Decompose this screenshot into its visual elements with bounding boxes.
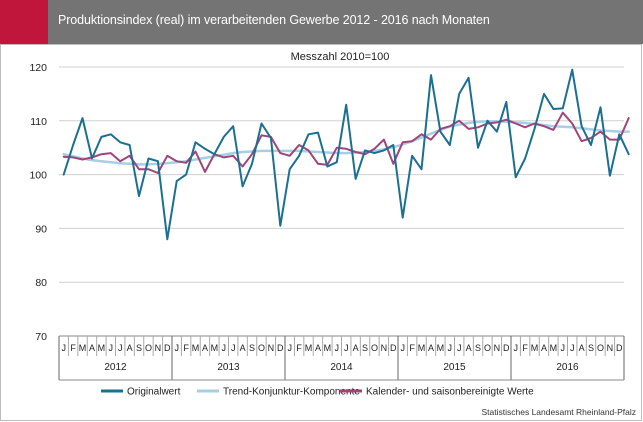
month-tick-label: J: [174, 343, 179, 353]
month-tick-label: J: [287, 343, 292, 353]
month-tick-label: A: [240, 343, 246, 353]
month-tick-label: S: [249, 343, 255, 353]
month-tick-label: N: [381, 343, 388, 353]
month-tick-label: S: [588, 343, 594, 353]
month-tick-label: S: [475, 343, 481, 353]
legend-label: Trend-Konjunktur-Komponente: [223, 387, 360, 398]
month-tick-label: O: [258, 343, 265, 353]
month-tick-label: A: [428, 343, 434, 353]
month-tick-label: M: [418, 343, 426, 353]
month-tick-label: J: [561, 343, 566, 353]
month-tick-label: M: [79, 343, 87, 353]
series-line-0: [62, 68, 630, 241]
y-tick-label: 90: [35, 223, 47, 235]
month-tick-label: A: [579, 343, 585, 353]
month-tick-label: S: [136, 343, 142, 353]
month-tick-label: M: [192, 343, 200, 353]
month-tick-label: D: [277, 343, 284, 353]
month-tick-label: S: [362, 343, 368, 353]
month-tick-label: J: [400, 343, 405, 353]
gridlines: [59, 66, 624, 337]
month-tick-label: N: [155, 343, 162, 353]
series-lines: [62, 68, 630, 241]
month-tick-label: J: [513, 343, 518, 353]
month-tick-label: F: [296, 343, 302, 353]
month-tick-label: N: [268, 343, 275, 353]
chart-frame: [0, 44, 642, 421]
month-tick-label: F: [409, 343, 415, 353]
month-tick-label: J: [570, 343, 575, 353]
month-tick-label: N: [607, 343, 614, 353]
month-tick-label: J: [344, 343, 349, 353]
y-axis: 70 80 90 100 110 120: [29, 62, 47, 343]
month-tick-label: J: [231, 343, 236, 353]
year-tick-label: 2015: [443, 362, 466, 373]
month-tick-label: D: [503, 343, 510, 353]
month-tick-label: M: [305, 343, 313, 353]
chart-subtitle: Messzahl 2010=100: [291, 51, 390, 63]
year-tick-label: 2014: [330, 362, 353, 373]
source-note: Statistisches Landesamt Rheinland-Pfalz: [482, 407, 637, 417]
month-tick-label: D: [164, 343, 171, 353]
month-tick-label: O: [484, 343, 491, 353]
month-tick-label: M: [531, 343, 539, 353]
month-tick-label: F: [183, 343, 189, 353]
title-banner: Produktionsindex (real) im verarbeitende…: [0, 0, 643, 44]
legend-label: Originalwert: [127, 387, 181, 398]
month-tick-label: N: [494, 343, 501, 353]
y-tick-label: 120: [29, 62, 47, 74]
y-tick-label: 70: [35, 331, 47, 343]
month-tick-label: D: [616, 343, 623, 353]
year-tick-label: 2012: [104, 362, 127, 373]
month-tick-label: A: [89, 343, 95, 353]
series-line-2: [62, 111, 630, 174]
accent-block: [0, 0, 48, 44]
month-tick-label: A: [315, 343, 321, 353]
month-tick-label: F: [522, 343, 528, 353]
month-tick-label: M: [437, 343, 445, 353]
month-tick-label: F: [70, 343, 76, 353]
legend-label: Kalender- und saisonbereinigte Werte: [366, 387, 534, 398]
month-tick-label: J: [109, 343, 114, 353]
month-tick-label: J: [61, 343, 66, 353]
month-tick-label: A: [127, 343, 133, 353]
month-tick-label: O: [371, 343, 378, 353]
year-tick-label: 2016: [556, 362, 579, 373]
month-tick-label: J: [457, 343, 462, 353]
month-tick-label: O: [145, 343, 152, 353]
month-tick-label: J: [222, 343, 227, 353]
month-tick-label: D: [390, 343, 397, 353]
month-tick-label: A: [541, 343, 547, 353]
month-tick-label: A: [202, 343, 208, 353]
month-tick-label: M: [550, 343, 558, 353]
y-tick-label: 110: [30, 116, 47, 128]
month-tick-label: A: [466, 343, 472, 353]
month-tick-label: O: [597, 343, 604, 353]
month-tick-label: M: [98, 343, 106, 353]
month-tick-label: J: [448, 343, 453, 353]
chart-title: Produktionsindex (real) im verarbeitende…: [58, 13, 490, 27]
month-tick-label: M: [324, 343, 332, 353]
month-tick-label: M: [211, 343, 219, 353]
y-tick-label: 80: [35, 277, 47, 289]
legend: Originalwert Trend-Konjunktur-Komponente K…: [101, 387, 534, 398]
month-tick-label: J: [335, 343, 340, 353]
month-tick-label: J: [118, 343, 123, 353]
year-tick-label: 2013: [217, 362, 240, 373]
month-tick-label: A: [353, 343, 359, 353]
y-tick-label: 100: [29, 170, 47, 182]
